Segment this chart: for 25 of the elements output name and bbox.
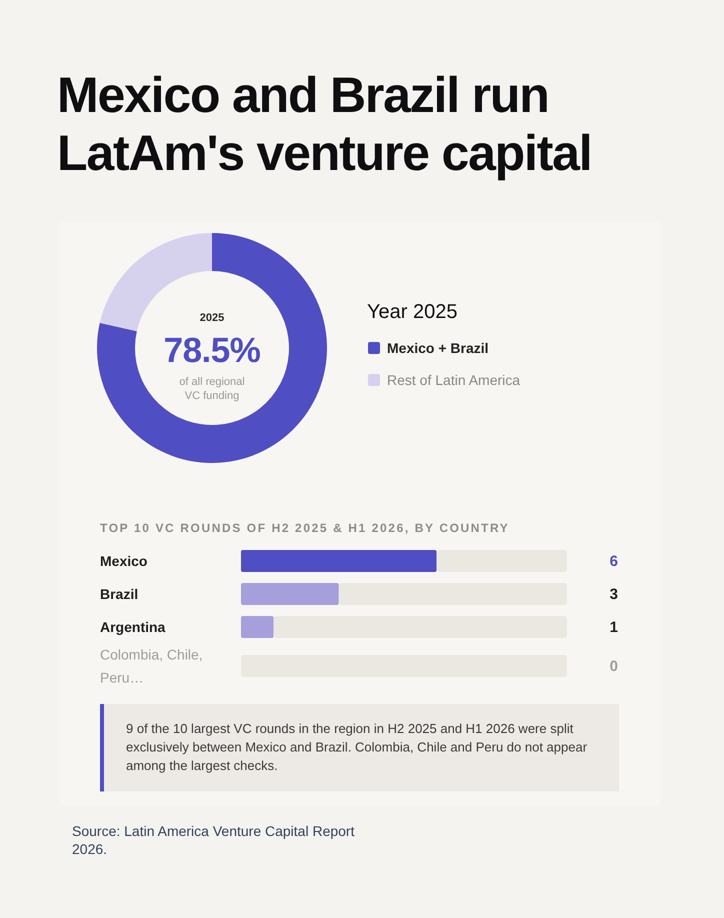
bar xyxy=(338,583,567,605)
chart-title: Mexico and Brazil run LatAm's venture capital xyxy=(57,67,592,181)
text: of all regional VC funding xyxy=(179,376,245,402)
y-tick-label: Colombia, Chile, Peru… xyxy=(100,646,203,686)
data-label: 6 xyxy=(610,553,618,570)
data-label: 0 xyxy=(610,658,618,675)
donut-slice xyxy=(97,233,327,463)
chart-title: TOP 10 VC ROUNDS OF H2 2025 & H1 2026, BY COUNTRY xyxy=(100,521,510,535)
bar xyxy=(241,550,437,572)
source-note: Source: Latin America Venture Capital Report 2026. xyxy=(72,823,355,857)
text: 2025 xyxy=(200,312,224,324)
y-tick-label: Mexico xyxy=(100,553,148,569)
legend-title: Year 2025 xyxy=(367,301,458,323)
data-label: 3 xyxy=(610,586,618,603)
bar xyxy=(274,616,567,638)
bar xyxy=(241,583,339,605)
bar xyxy=(241,616,274,638)
y-tick-label: Argentina xyxy=(100,619,166,635)
legend-label: Rest of Latin America xyxy=(387,372,520,388)
data-label: 1 xyxy=(610,619,618,636)
bar xyxy=(436,550,567,572)
legend-label: Mexico + Brazil xyxy=(387,340,489,356)
text: 78.5% xyxy=(164,331,261,370)
text: 9 of the 10 largest VC rounds in the region in H2 2025 and H1 2026 were split exclusively between Mexico and Brazil. Colombia, Chile and Peru do not appear among the largest checks. xyxy=(126,721,588,773)
y-tick-label: Brazil xyxy=(100,586,138,602)
